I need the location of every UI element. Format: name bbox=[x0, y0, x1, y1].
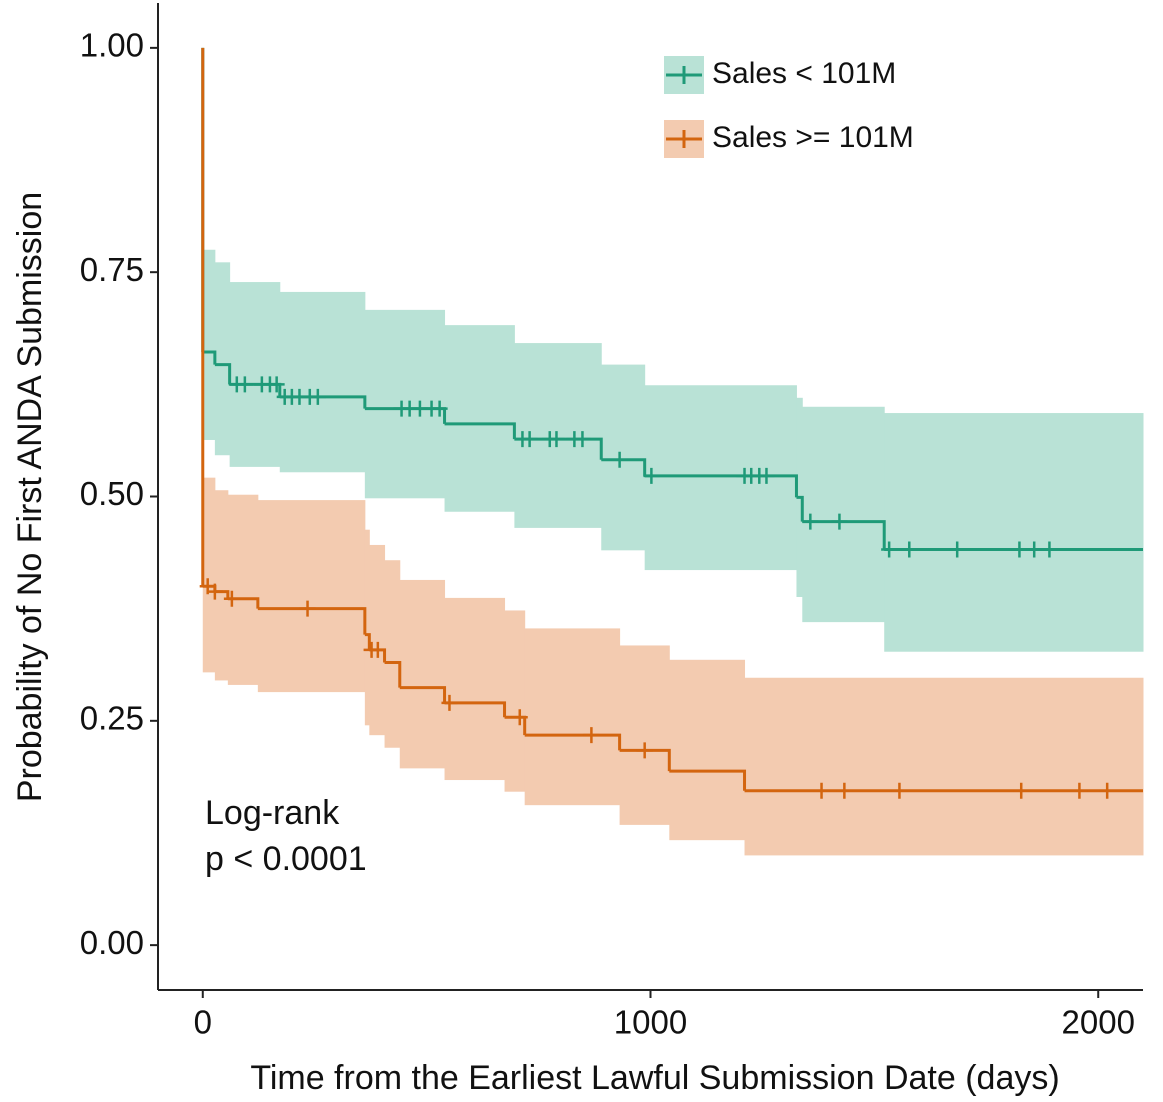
confidence-band bbox=[214, 262, 231, 456]
y-tick-label: 0.00 bbox=[80, 924, 144, 961]
confidence-band bbox=[202, 477, 216, 673]
confidence-band bbox=[644, 385, 797, 571]
censor-mark bbox=[583, 727, 600, 744]
confidence-band bbox=[399, 579, 446, 769]
survival-step bbox=[257, 607, 367, 635]
legend-line bbox=[666, 66, 702, 84]
survival-step bbox=[444, 701, 507, 718]
survival-step bbox=[796, 495, 804, 522]
survival-step bbox=[364, 633, 371, 650]
censor-mark bbox=[299, 600, 316, 617]
annotation: Log-rank bbox=[205, 794, 340, 832]
censor-mark bbox=[1041, 541, 1058, 558]
survival-step bbox=[669, 769, 747, 791]
confidence-band bbox=[669, 659, 746, 841]
confidence-band bbox=[444, 597, 506, 781]
y-tick-label: 1.00 bbox=[80, 27, 144, 64]
confidence-band bbox=[227, 494, 259, 685]
survival-step bbox=[444, 422, 516, 440]
censor-mark bbox=[636, 742, 653, 759]
confidence-band bbox=[524, 628, 621, 806]
confidence-band bbox=[884, 413, 1144, 652]
survival-step bbox=[384, 660, 402, 688]
censor-mark bbox=[1013, 782, 1030, 799]
confidence-band bbox=[619, 645, 670, 825]
censor-mark bbox=[369, 641, 386, 658]
censor-mark bbox=[901, 541, 918, 558]
confidence-band bbox=[214, 490, 229, 681]
confidence-band bbox=[444, 325, 515, 512]
confidence-band bbox=[257, 500, 366, 693]
confidence-band bbox=[202, 249, 216, 440]
y-tick-label: 0.75 bbox=[80, 251, 144, 288]
x-tick-label: 2000 bbox=[1062, 1004, 1135, 1041]
censor-mark bbox=[431, 400, 448, 417]
censor-mark bbox=[802, 513, 819, 530]
legend-label: Sales >= 101M bbox=[712, 121, 914, 154]
confidence-band bbox=[514, 343, 602, 528]
legend-line bbox=[666, 130, 702, 148]
confidence-band bbox=[504, 610, 526, 792]
y-axis-title: Probability of No First ANDA Submission bbox=[11, 192, 49, 802]
x-axis-title: Time from the Earliest Lawful Submission… bbox=[250, 1059, 1059, 1097]
censor-mark bbox=[1071, 782, 1088, 799]
censor-mark bbox=[236, 376, 253, 393]
censor-mark bbox=[1026, 541, 1043, 558]
confidence-band bbox=[279, 291, 366, 473]
censor-mark bbox=[831, 513, 848, 530]
y-tick-label: 0.25 bbox=[80, 700, 144, 737]
confidence-band bbox=[364, 309, 446, 499]
censor-mark bbox=[611, 451, 628, 468]
legend-label: Sales < 101M bbox=[712, 57, 896, 90]
censor-mark bbox=[206, 583, 223, 600]
censor-mark bbox=[223, 590, 240, 607]
censor-mark bbox=[881, 541, 898, 558]
censor-mark bbox=[268, 376, 285, 393]
x-tick-label: 0 bbox=[194, 1004, 212, 1041]
survival-step bbox=[644, 474, 798, 498]
censor-mark bbox=[574, 431, 591, 448]
censor-mark bbox=[441, 694, 458, 711]
confidence-band bbox=[229, 282, 281, 467]
censor-mark bbox=[836, 782, 853, 799]
bands bbox=[202, 249, 1144, 856]
confidence-band bbox=[369, 544, 386, 736]
lines bbox=[199, 47, 1143, 799]
survival-step bbox=[524, 733, 622, 751]
survival-step bbox=[214, 363, 232, 385]
survival-step bbox=[619, 748, 671, 772]
censor-mark bbox=[511, 709, 528, 726]
confidence-band bbox=[744, 677, 1144, 856]
survival-step bbox=[802, 520, 886, 550]
annotation: p < 0.0001 bbox=[205, 840, 367, 878]
censor-mark bbox=[891, 782, 908, 799]
censor-mark bbox=[548, 431, 565, 448]
survival-step bbox=[202, 350, 217, 365]
censor-mark bbox=[1099, 782, 1116, 799]
censor-mark bbox=[521, 431, 538, 448]
confidence-band bbox=[601, 364, 646, 551]
censor-mark bbox=[813, 782, 830, 799]
x-tick-label: 1000 bbox=[614, 1004, 687, 1041]
confidence-band bbox=[364, 529, 370, 726]
survival-step bbox=[399, 686, 447, 703]
y-tick-label: 0.50 bbox=[80, 475, 144, 512]
censor-mark bbox=[949, 541, 966, 558]
censor-mark bbox=[309, 388, 326, 405]
confidence-band bbox=[802, 406, 885, 623]
confidence-band bbox=[384, 560, 401, 748]
censor-mark bbox=[1011, 541, 1028, 558]
censor-mark bbox=[643, 467, 660, 484]
censor-mark bbox=[758, 467, 775, 484]
